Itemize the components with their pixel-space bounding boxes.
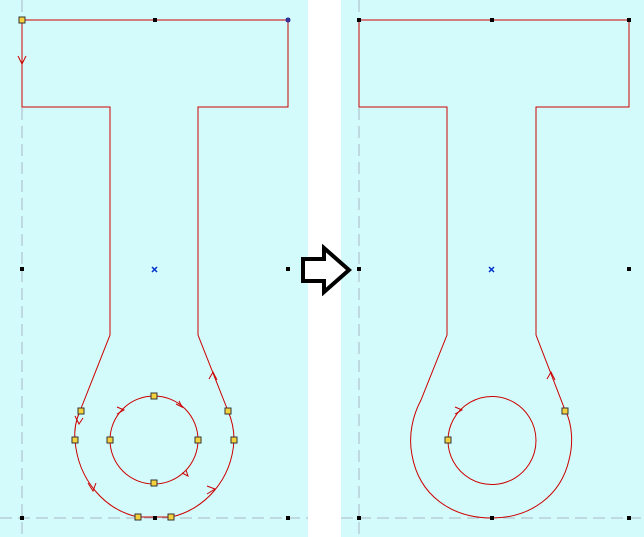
merged-inner-circle-path[interactable]: [447, 396, 537, 485]
direction-arrow: [181, 469, 189, 477]
selection-handle[interactable]: [153, 516, 157, 520]
selection-handle[interactable]: [20, 516, 24, 520]
drawing-canvas-before[interactable]: [0, 0, 308, 537]
node-marker[interactable]: [134, 513, 142, 521]
node-marker[interactable]: [194, 436, 202, 444]
selection-handles[interactable]: [357, 18, 631, 520]
node-marker[interactable]: [444, 436, 452, 444]
selection-handle[interactable]: [627, 18, 631, 22]
node-markers[interactable]: [444, 407, 569, 444]
selection-handle[interactable]: [286, 516, 290, 520]
direction-arrows: [17, 55, 218, 495]
node-marker[interactable]: [150, 392, 158, 400]
canvas-panel-before[interactable]: [0, 0, 308, 537]
outer-lobe-arc-right[interactable]: [227, 410, 235, 441]
direction-arrow: [175, 400, 184, 409]
selection-handle[interactable]: [357, 516, 361, 520]
outer-lobe-arc-left[interactable]: [74, 410, 81, 441]
selection-handle[interactable]: [627, 267, 631, 271]
node-marker[interactable]: [224, 407, 232, 415]
selection-handle[interactable]: [286, 267, 290, 271]
node-marker[interactable]: [561, 407, 569, 415]
selection-handle[interactable]: [357, 18, 361, 22]
selection-handle[interactable]: [490, 516, 494, 520]
node-marker[interactable]: [167, 513, 175, 521]
center-marker-icon: [151, 266, 158, 273]
direction-arrow: [546, 370, 556, 381]
direction-arrow: [17, 55, 27, 66]
node-marker[interactable]: [106, 436, 114, 444]
outline-left-path[interactable]: [21, 20, 111, 412]
selection-handle[interactable]: [490, 18, 494, 22]
outline-outer-path[interactable]: [22, 19, 289, 412]
direction-arrow: [454, 406, 464, 415]
direction-arrows: [454, 370, 556, 415]
selection-handle[interactable]: [153, 18, 157, 22]
center-marker-icon: [488, 266, 495, 273]
drawing-canvas-after[interactable]: [341, 0, 644, 537]
direction-arrow: [74, 415, 84, 425]
node-markers[interactable]: [18, 16, 238, 521]
node-marker[interactable]: [18, 16, 26, 24]
node-marker[interactable]: [71, 436, 79, 444]
direction-arrow: [116, 406, 126, 415]
end-node-marker[interactable]: [285, 17, 291, 23]
merged-outline-path[interactable]: [358, 19, 630, 519]
node-marker[interactable]: [150, 479, 158, 487]
direction-arrow: [208, 370, 218, 381]
outer-lobe-arc-bottom-left[interactable]: [74, 439, 139, 518]
node-marker[interactable]: [77, 407, 85, 415]
selection-handle[interactable]: [357, 267, 361, 271]
canvas-panel-after[interactable]: [341, 0, 644, 537]
outer-lobe-arc-bottom-right[interactable]: [170, 439, 235, 518]
direction-arrow: [87, 482, 97, 493]
node-marker[interactable]: [230, 436, 238, 444]
direction-arrow: [206, 485, 217, 495]
hollow-right-arrow-icon: [301, 244, 352, 296]
selection-handle[interactable]: [627, 516, 631, 520]
selection-handle[interactable]: [20, 267, 24, 271]
